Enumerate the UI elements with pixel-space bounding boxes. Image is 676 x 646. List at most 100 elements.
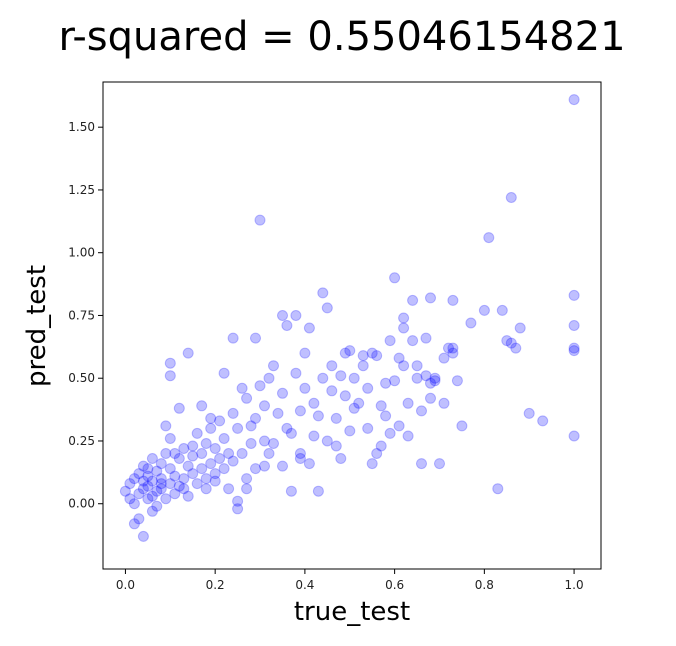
data-point-126	[514, 322, 526, 334]
data-point-166	[447, 347, 459, 359]
data-point-1	[124, 493, 136, 505]
data-point-197	[443, 342, 454, 354]
data-point-64	[254, 380, 266, 392]
data-point-172	[169, 448, 181, 459]
data-point-179	[241, 483, 253, 495]
data-point-194	[407, 335, 419, 347]
data-point-182	[268, 438, 279, 449]
data-point-29	[169, 470, 181, 482]
y-axis-ticks: 0.00 0.25 0.50 0.75 1.00 1.25 1.50	[68, 120, 103, 511]
data-point-130	[568, 320, 580, 331]
data-point-35	[182, 490, 194, 502]
data-point-30	[173, 453, 185, 464]
data-point-42	[200, 473, 212, 485]
data-point-7	[133, 488, 145, 500]
data-point-85	[321, 435, 333, 447]
data-point-155	[344, 345, 356, 357]
y-tick-label: 1.50	[68, 120, 95, 134]
data-point-137	[160, 420, 172, 432]
data-point-90	[339, 390, 351, 402]
data-point-108	[416, 458, 427, 470]
data-point-153	[321, 302, 333, 314]
data-point-112	[429, 372, 441, 384]
data-point-11	[142, 493, 154, 505]
data-point-190	[371, 448, 383, 459]
data-point-165	[438, 352, 450, 364]
data-point-156	[357, 360, 369, 372]
data-point-181	[259, 460, 270, 472]
data-point-12	[142, 470, 154, 482]
data-point-40	[196, 463, 208, 475]
data-point-173	[178, 483, 190, 495]
data-point-49	[214, 415, 226, 427]
data-point-149	[277, 310, 288, 321]
x-tick-label: 0.6	[385, 578, 404, 592]
data-point-184	[294, 453, 306, 464]
data-point-33	[178, 473, 190, 485]
data-point-101	[389, 272, 401, 284]
data-point-116	[447, 342, 459, 354]
data-point-102	[393, 420, 405, 432]
data-point-170	[142, 463, 154, 475]
data-point-0	[119, 485, 131, 497]
data-point-70	[277, 460, 288, 472]
data-point-66	[259, 400, 270, 412]
y-tick-label: 1.25	[68, 183, 95, 197]
data-point-123	[505, 192, 517, 203]
data-point-97	[371, 350, 383, 362]
data-point-154	[330, 440, 342, 452]
data-point-10	[137, 460, 149, 472]
x-tick-label: 0.0	[116, 578, 135, 592]
data-point-84	[317, 372, 329, 384]
data-point-145	[227, 332, 239, 344]
data-point-86	[326, 360, 338, 372]
data-point-16	[146, 475, 158, 487]
data-point-133	[568, 430, 580, 442]
data-point-18	[151, 485, 163, 497]
data-point-193	[398, 322, 410, 334]
data-point-151	[299, 382, 311, 394]
data-point-22	[155, 483, 167, 495]
data-point-114	[438, 397, 450, 409]
data-point-159	[384, 427, 396, 439]
data-point-171	[155, 478, 167, 490]
data-point-17	[151, 465, 163, 477]
data-point-59	[241, 473, 253, 485]
data-point-74	[285, 427, 297, 439]
data-point-28	[169, 488, 181, 500]
data-point-87	[330, 412, 342, 424]
data-point-23	[160, 448, 172, 459]
data-point-68	[268, 360, 279, 372]
data-point-144	[218, 367, 230, 379]
data-point-65	[259, 435, 270, 447]
data-point-79	[303, 458, 315, 470]
data-point-36	[187, 468, 199, 480]
data-point-34	[182, 460, 194, 472]
data-point-134	[128, 518, 140, 530]
x-tick-label: 0.8	[475, 578, 494, 592]
data-point-39	[191, 427, 203, 439]
x-tick-label: 0.4	[295, 578, 314, 592]
data-point-93	[353, 397, 365, 409]
data-point-48	[214, 453, 226, 464]
data-point-124	[505, 337, 517, 349]
data-point-146	[236, 382, 248, 394]
data-point-131	[568, 342, 580, 354]
data-point-52	[223, 448, 235, 459]
data-point-94	[357, 350, 369, 362]
data-point-57	[236, 448, 248, 459]
data-point-185	[312, 410, 324, 422]
data-point-111	[425, 392, 436, 404]
data-point-9	[137, 483, 149, 495]
y-axis-label: pred_test	[22, 265, 52, 387]
data-point-60	[245, 438, 257, 449]
plot-area-frame	[102, 81, 602, 570]
data-point-117	[451, 375, 463, 387]
data-point-21	[155, 458, 167, 470]
y-tick-label: 0.25	[68, 434, 95, 448]
data-point-76	[294, 448, 306, 459]
data-point-81	[308, 397, 320, 409]
data-point-187	[335, 370, 347, 382]
data-point-106	[407, 294, 419, 306]
data-point-142	[196, 400, 208, 412]
